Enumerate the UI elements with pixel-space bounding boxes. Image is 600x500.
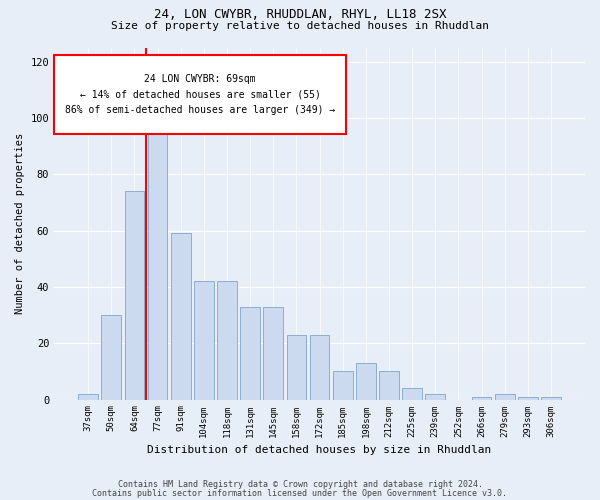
Bar [425,394,445,400]
Bar [263,306,283,400]
Text: Contains public sector information licensed under the Open Government Licence v3: Contains public sector information licen… [92,489,508,498]
Text: 24 LON CWYBR: 69sqm
← 14% of detached houses are smaller (55)
86% of semi-detach: 24 LON CWYBR: 69sqm ← 14% of detached ho… [65,74,335,114]
Bar [356,363,376,400]
Bar [472,396,491,400]
Y-axis label: Number of detached properties: Number of detached properties [15,133,25,314]
Bar [171,234,191,400]
Bar [518,396,538,400]
Bar [310,335,329,400]
Bar [541,396,561,400]
FancyBboxPatch shape [54,54,346,134]
Bar [241,306,260,400]
Bar [101,315,121,400]
Text: Size of property relative to detached houses in Rhuddlan: Size of property relative to detached ho… [111,21,489,31]
Bar [287,335,306,400]
Text: Contains HM Land Registry data © Crown copyright and database right 2024.: Contains HM Land Registry data © Crown c… [118,480,482,489]
Bar [148,132,167,400]
Text: 24, LON CWYBR, RHUDDLAN, RHYL, LL18 2SX: 24, LON CWYBR, RHUDDLAN, RHYL, LL18 2SX [154,8,446,20]
Bar [333,372,353,400]
Bar [403,388,422,400]
Bar [125,191,144,400]
Bar [194,282,214,400]
Bar [217,282,237,400]
Bar [379,372,399,400]
Bar [495,394,515,400]
X-axis label: Distribution of detached houses by size in Rhuddlan: Distribution of detached houses by size … [148,445,492,455]
Bar [78,394,98,400]
